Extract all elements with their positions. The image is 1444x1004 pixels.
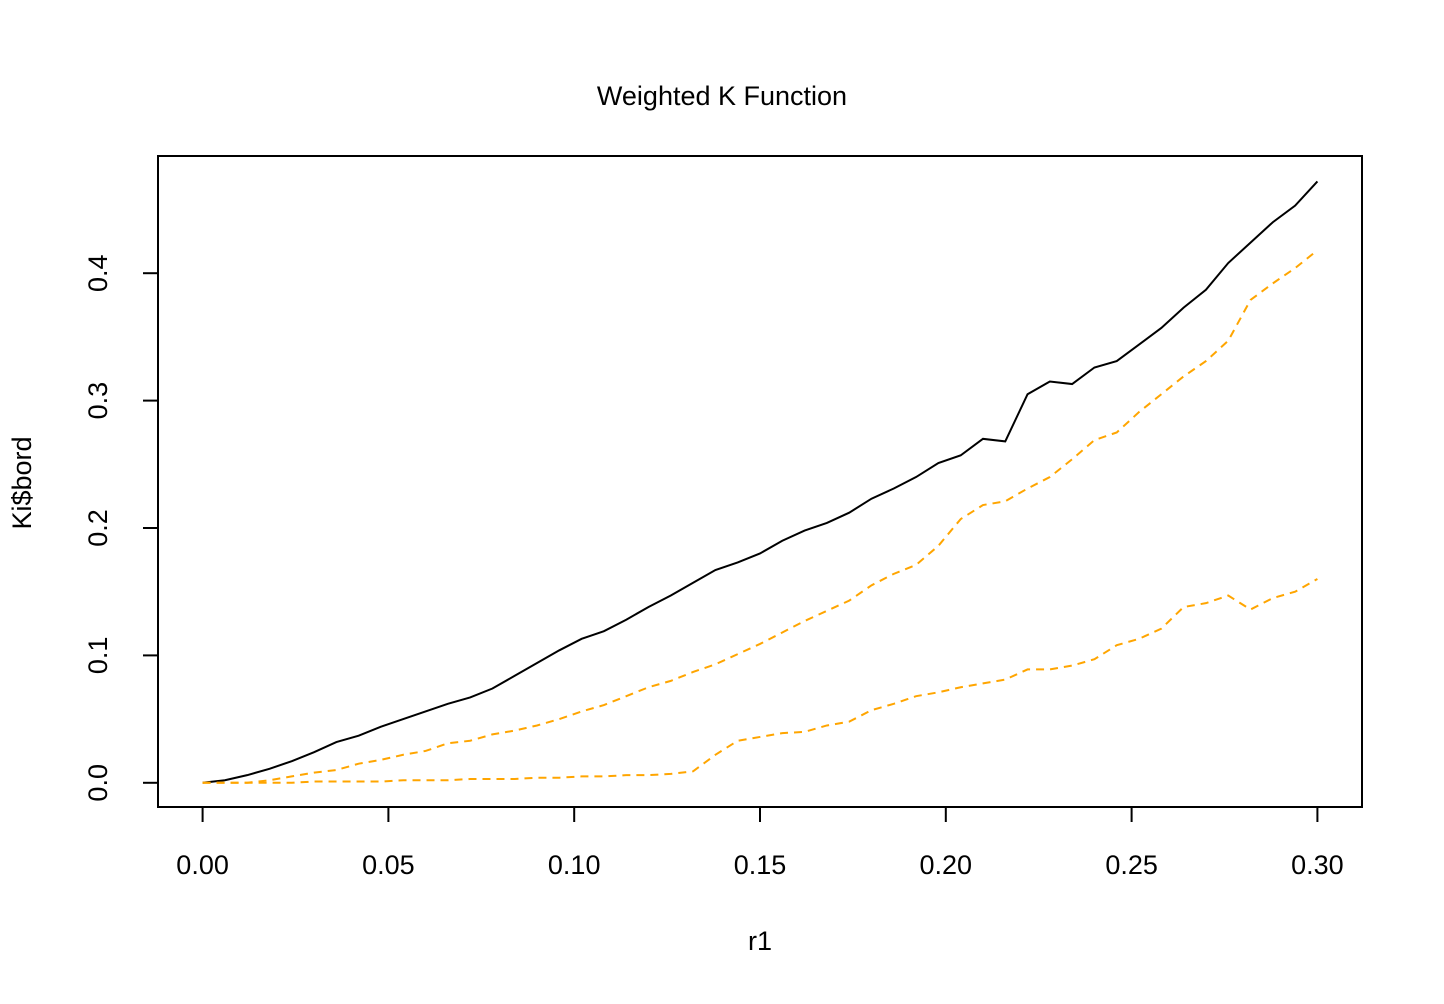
x-tick-label: 0.20 — [920, 850, 973, 880]
x-axis-label: r1 — [748, 926, 772, 956]
x-tick-label: 0.25 — [1105, 850, 1158, 880]
y-tick-label: 0.1 — [83, 637, 113, 675]
x-tick-label: 0.15 — [734, 850, 787, 880]
x-tick-label: 0.05 — [362, 850, 415, 880]
series-line — [202, 578, 1318, 784]
x-tick-label: 0.00 — [176, 850, 229, 880]
chart-title: Weighted K Function — [597, 81, 847, 111]
y-tick-label: 0.0 — [83, 764, 113, 802]
y-tick-label: 0.2 — [83, 509, 113, 547]
x-tick-label: 0.30 — [1291, 850, 1344, 880]
y-tick-label: 0.4 — [83, 254, 113, 292]
series-line — [202, 249, 1319, 784]
y-axis-label: Ki$bord — [7, 436, 37, 529]
series-line — [202, 180, 1319, 784]
y-tick-label: 0.3 — [83, 382, 113, 420]
x-tick-label: 0.10 — [548, 850, 601, 880]
